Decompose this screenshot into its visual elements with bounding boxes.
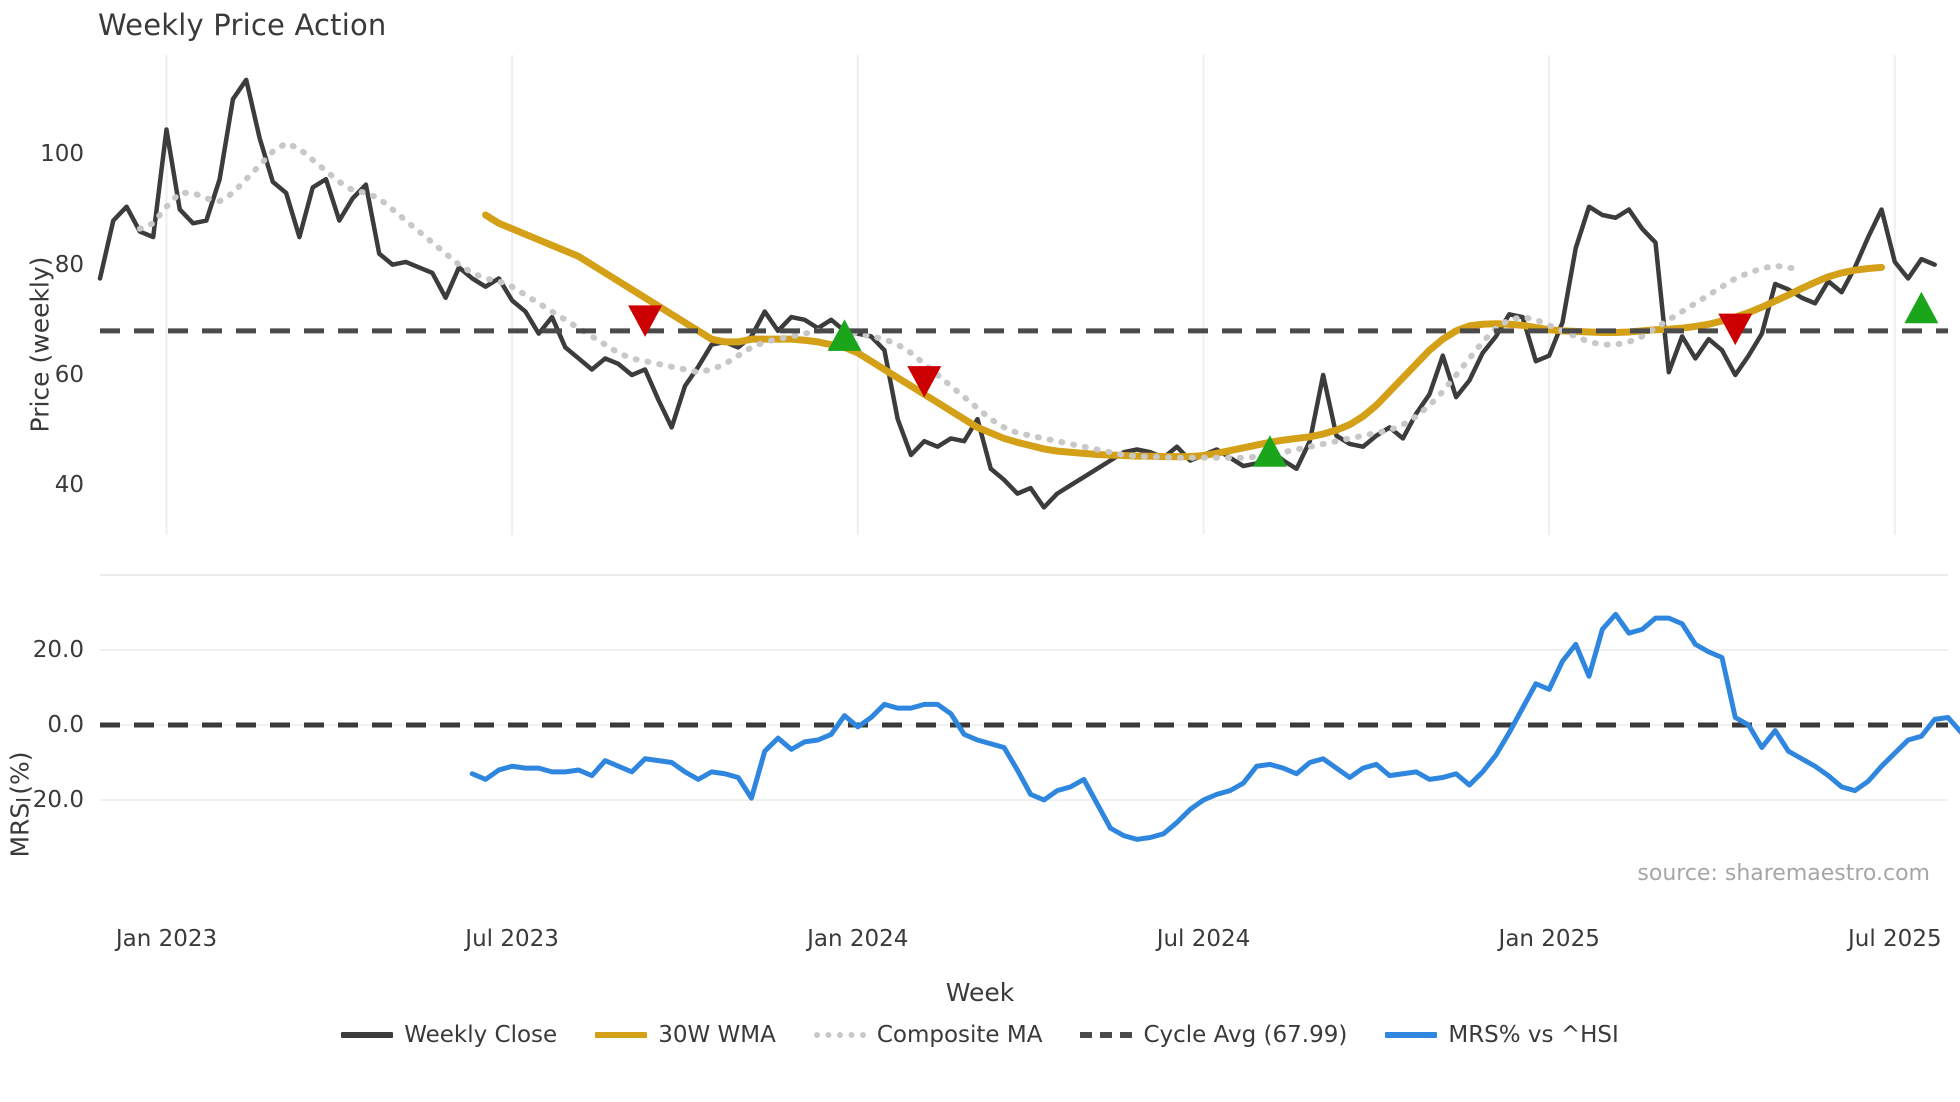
legend-label: Cycle Avg (67.99) (1143, 1022, 1348, 1048)
price-gridlines (165, 55, 1896, 535)
legend-item-cycle-avg-67-99[interactable]: Cycle Avg (67.99) (1080, 1022, 1347, 1048)
price-ytick-100: 100 (40, 141, 84, 168)
legend-label: 30W WMA (658, 1022, 776, 1048)
series-composite-ma (136, 140, 1805, 461)
source-watermark: source: sharemaestro.com (1637, 861, 1930, 886)
legend-label: Weekly Close (404, 1022, 558, 1048)
chart-title: Weekly Price Action (98, 8, 387, 42)
legend-swatch-icon (595, 1026, 648, 1044)
mrs-ytick-200: −20.0 (13, 787, 84, 813)
price-ytick-60: 60 (54, 362, 84, 388)
legend-item-weekly-close[interactable]: Weekly Close (341, 1022, 557, 1048)
mrs-ytick-00: 0.0 (47, 712, 84, 738)
x-tick-jan-2025: Jan 2025 (1498, 926, 1600, 952)
buy-signal-marker (1904, 291, 1939, 324)
legend-label: MRS% vs ^HSI (1448, 1022, 1619, 1048)
sell-signal-marker (1718, 313, 1753, 346)
price-ytick-40: 40 (54, 472, 84, 499)
x-tick-jul-2024: Jul 2024 (1156, 926, 1251, 952)
mrs-ytick-200: 20.0 (32, 637, 84, 663)
signal-markers-group (628, 291, 1939, 467)
sell-signal-marker (628, 305, 663, 337)
x-tick-jul-2025: Jul 2025 (1847, 926, 1942, 952)
x-tick-jan-2024: Jan 2024 (807, 926, 909, 952)
series-weekly-close (97, 77, 1937, 510)
series-30w-wma (482, 211, 1886, 461)
chart-legend: Weekly Close 30W WMA Composite MA Cycle Avg… (0, 1022, 1960, 1048)
price-ytick-80: 80 (54, 251, 84, 278)
x-tick-jul-2023: Jul 2023 (465, 926, 559, 952)
mrs-series-group (469, 611, 1960, 842)
mrs-gridlines (100, 574, 1948, 801)
sell-signal-marker (907, 366, 942, 398)
legend-swatch-icon (341, 1026, 394, 1044)
series-mrs-vs-hsi (469, 611, 1960, 842)
legend-item-mrs-vs-hsi[interactable]: MRS% vs ^HSI (1385, 1022, 1619, 1048)
legend-item-composite-ma[interactable]: Composite MA (813, 1022, 1043, 1048)
x-tick-jan-2023: Jan 2023 (115, 926, 218, 952)
legend-item-30w-wma[interactable]: 30W WMA (595, 1022, 776, 1048)
legend-label: Composite MA (876, 1022, 1043, 1048)
x-axis-label: Week (945, 978, 1015, 1007)
legend-swatch-icon (1385, 1026, 1438, 1044)
buy-signal-marker (827, 319, 862, 351)
legend-swatch-icon (813, 1026, 866, 1044)
buy-signal-marker (1252, 435, 1287, 467)
legend-swatch-icon (1080, 1026, 1133, 1044)
price-series-group (97, 77, 1937, 510)
